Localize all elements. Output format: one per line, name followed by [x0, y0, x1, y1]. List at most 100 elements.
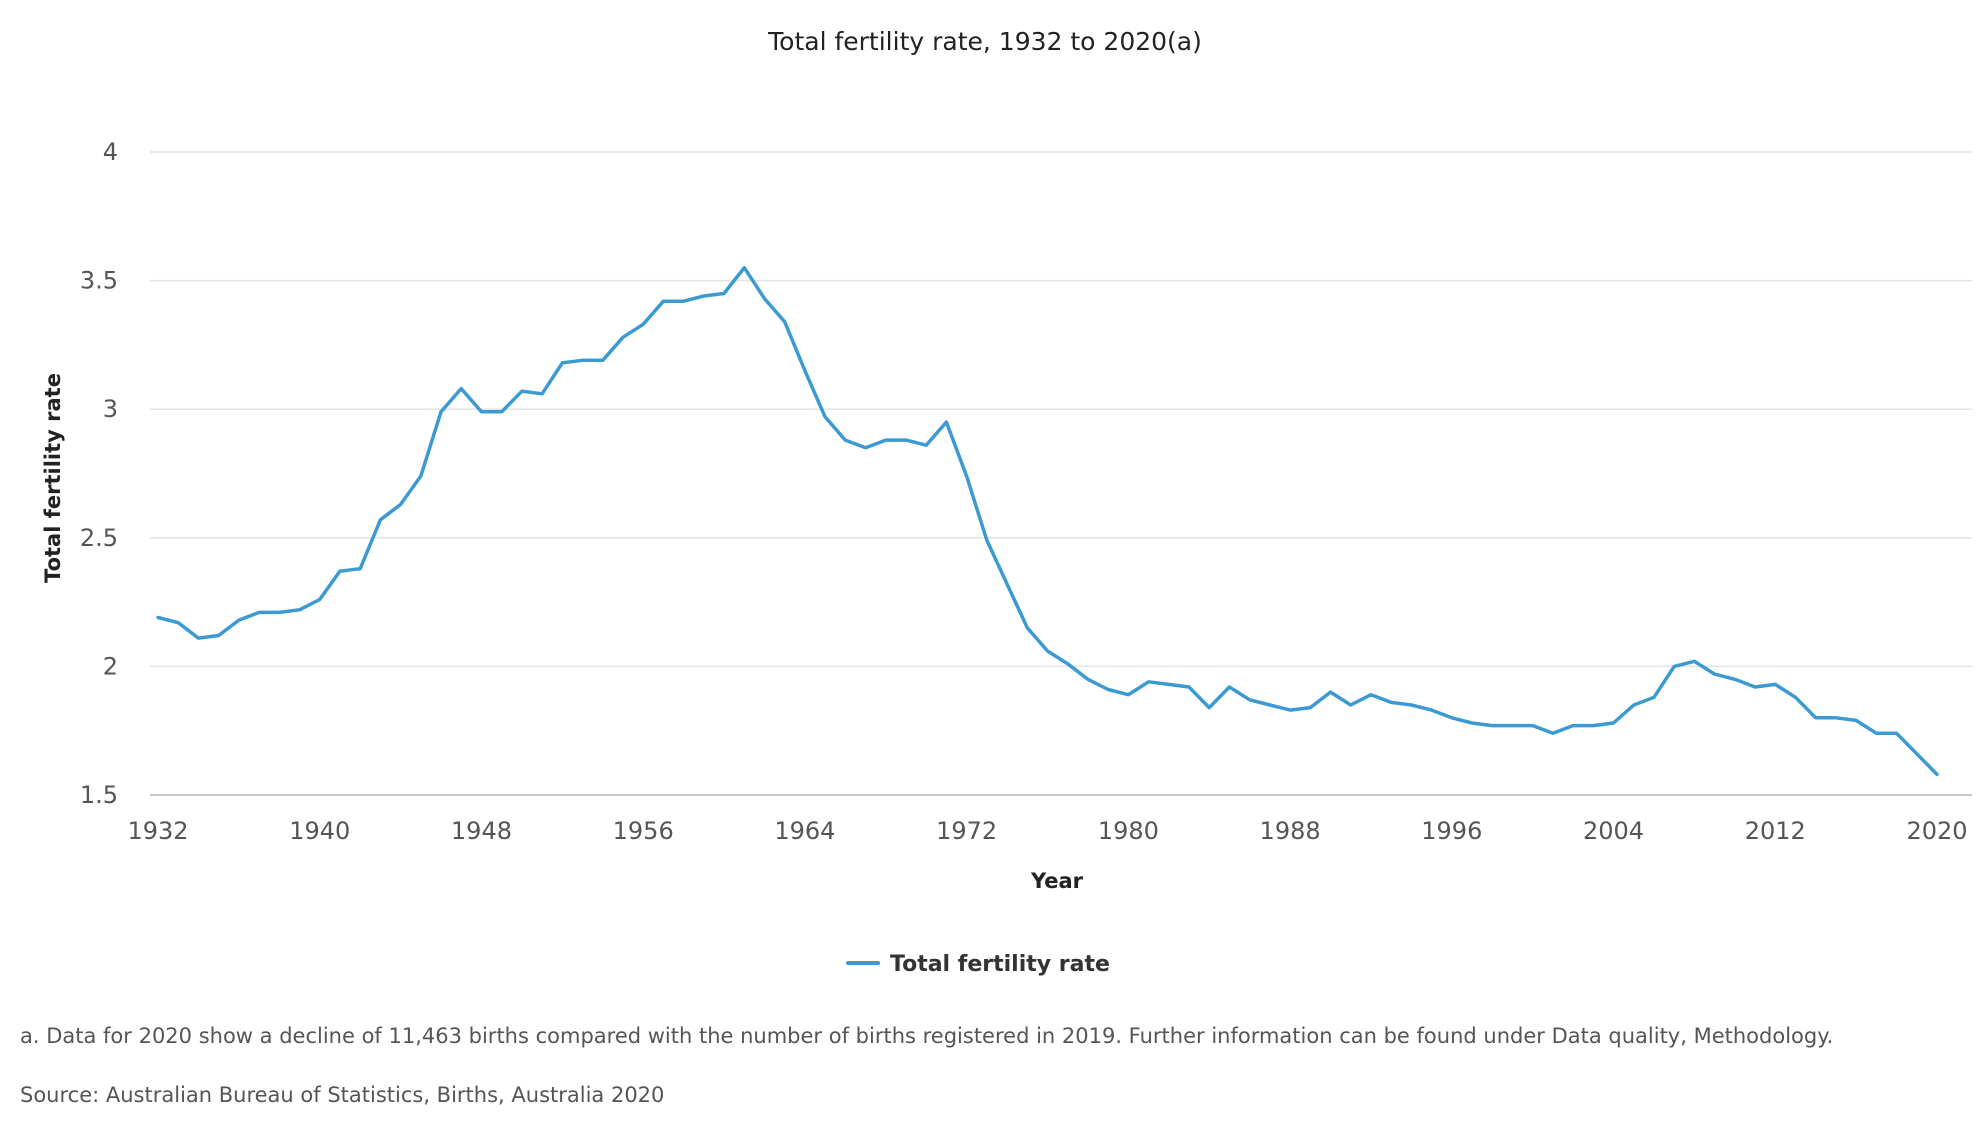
footnote: a. Data for 2020 show a decline of 11,46…: [20, 1024, 1834, 1048]
data-point: [1207, 705, 1211, 709]
series-layer: [156, 265, 1939, 777]
data-point: [1531, 723, 1535, 727]
x-tick-label: 1948: [451, 817, 512, 845]
data-point: [944, 420, 948, 424]
data-point: [1167, 682, 1171, 686]
data-point: [863, 446, 867, 450]
x-tick-label: 2012: [1745, 817, 1806, 845]
y-axis-label: Total fertility rate: [41, 373, 65, 583]
data-point: [1126, 693, 1130, 697]
data-point: [985, 538, 989, 542]
data-point: [257, 610, 261, 614]
data-point: [884, 438, 888, 442]
grid-lines: [150, 151, 1972, 796]
x-tick-label: 1940: [289, 817, 350, 845]
data-point: [176, 621, 180, 625]
x-tick-label: 1988: [1260, 817, 1321, 845]
x-axis-label: Year: [1030, 869, 1084, 893]
data-point: [419, 474, 423, 478]
data-point: [1490, 723, 1494, 727]
data-point: [783, 320, 787, 324]
data-point: [1086, 677, 1090, 681]
data-point: [803, 368, 807, 372]
data-point: [338, 569, 342, 573]
data-point: [904, 438, 908, 442]
data-point: [1025, 626, 1029, 630]
data-point: [1268, 703, 1272, 707]
y-tick-label: 3.5: [80, 267, 118, 295]
x-tick-label: 1996: [1421, 817, 1482, 845]
data-point: [1611, 721, 1615, 725]
data-point: [560, 361, 564, 365]
y-tick-label: 4: [103, 138, 118, 166]
x-tick-label: 1980: [1098, 817, 1159, 845]
data-point: [1369, 693, 1373, 697]
data-point: [156, 615, 160, 619]
data-point: [398, 502, 402, 506]
data-point: [1915, 752, 1919, 756]
data-point: [1328, 690, 1332, 694]
data-point: [1834, 716, 1838, 720]
data-point: [1793, 695, 1797, 699]
x-tick-label: 1972: [936, 817, 997, 845]
data-point: [479, 410, 483, 414]
data-point: [1349, 703, 1353, 707]
data-point: [722, 291, 726, 295]
data-point: [1874, 731, 1878, 735]
data-point: [1591, 723, 1595, 727]
data-point: [459, 386, 463, 390]
data-point: [1571, 723, 1575, 727]
data-point: [1652, 695, 1656, 699]
data-points: [156, 266, 1939, 777]
data-point: [1106, 687, 1110, 691]
data-point: [1733, 677, 1737, 681]
data-point: [843, 438, 847, 442]
data-point: [1409, 703, 1413, 707]
data-point: [378, 518, 382, 522]
data-point: [196, 636, 200, 640]
data-point: [681, 299, 685, 303]
data-point: [762, 296, 766, 300]
data-point: [1227, 685, 1231, 689]
data-point: [1935, 772, 1939, 776]
data-point: [500, 410, 504, 414]
data-point: [1814, 716, 1818, 720]
data-point: [297, 608, 301, 612]
x-axis-ticks: 1932 1940 1948 1956 1964 1972 1980 1988 1996 2004…: [127, 817, 1967, 845]
data-point: [964, 474, 968, 478]
data-point: [1712, 672, 1716, 676]
data-point: [661, 299, 665, 303]
x-tick-label: 1932: [127, 817, 188, 845]
x-tick-label: 2020: [1906, 817, 1967, 845]
y-tick-label: 2.5: [80, 524, 118, 552]
data-point: [439, 410, 443, 414]
data-point: [924, 443, 928, 447]
y-tick-label: 3: [103, 395, 118, 423]
source-note: Source: Australian Bureau of Statistics,…: [20, 1083, 665, 1107]
data-point: [823, 415, 827, 419]
data-point: [237, 618, 241, 622]
data-point: [580, 358, 584, 362]
data-point: [1632, 703, 1636, 707]
data-point: [621, 335, 625, 339]
y-tick-label: 1.5: [80, 781, 118, 809]
data-point: [1187, 685, 1191, 689]
y-axis-ticks: 1.5 2 2.5 3 3.5 4: [80, 138, 118, 809]
data-point: [1753, 685, 1757, 689]
x-tick-label: 1956: [613, 817, 674, 845]
data-point: [1248, 698, 1252, 702]
data-point: [1389, 700, 1393, 704]
legend[interactable]: Total fertility rate: [846, 952, 1110, 977]
data-point: [1773, 682, 1777, 686]
data-point: [601, 358, 605, 362]
data-point: [1470, 721, 1474, 725]
chart-title: Total fertility rate, 1932 to 2020(a): [767, 27, 1202, 56]
data-point: [520, 389, 524, 393]
data-point: [216, 633, 220, 637]
data-point: [318, 597, 322, 601]
data-point: [1288, 708, 1292, 712]
data-point: [1308, 705, 1312, 709]
data-point: [742, 266, 746, 270]
data-point: [1551, 731, 1555, 735]
